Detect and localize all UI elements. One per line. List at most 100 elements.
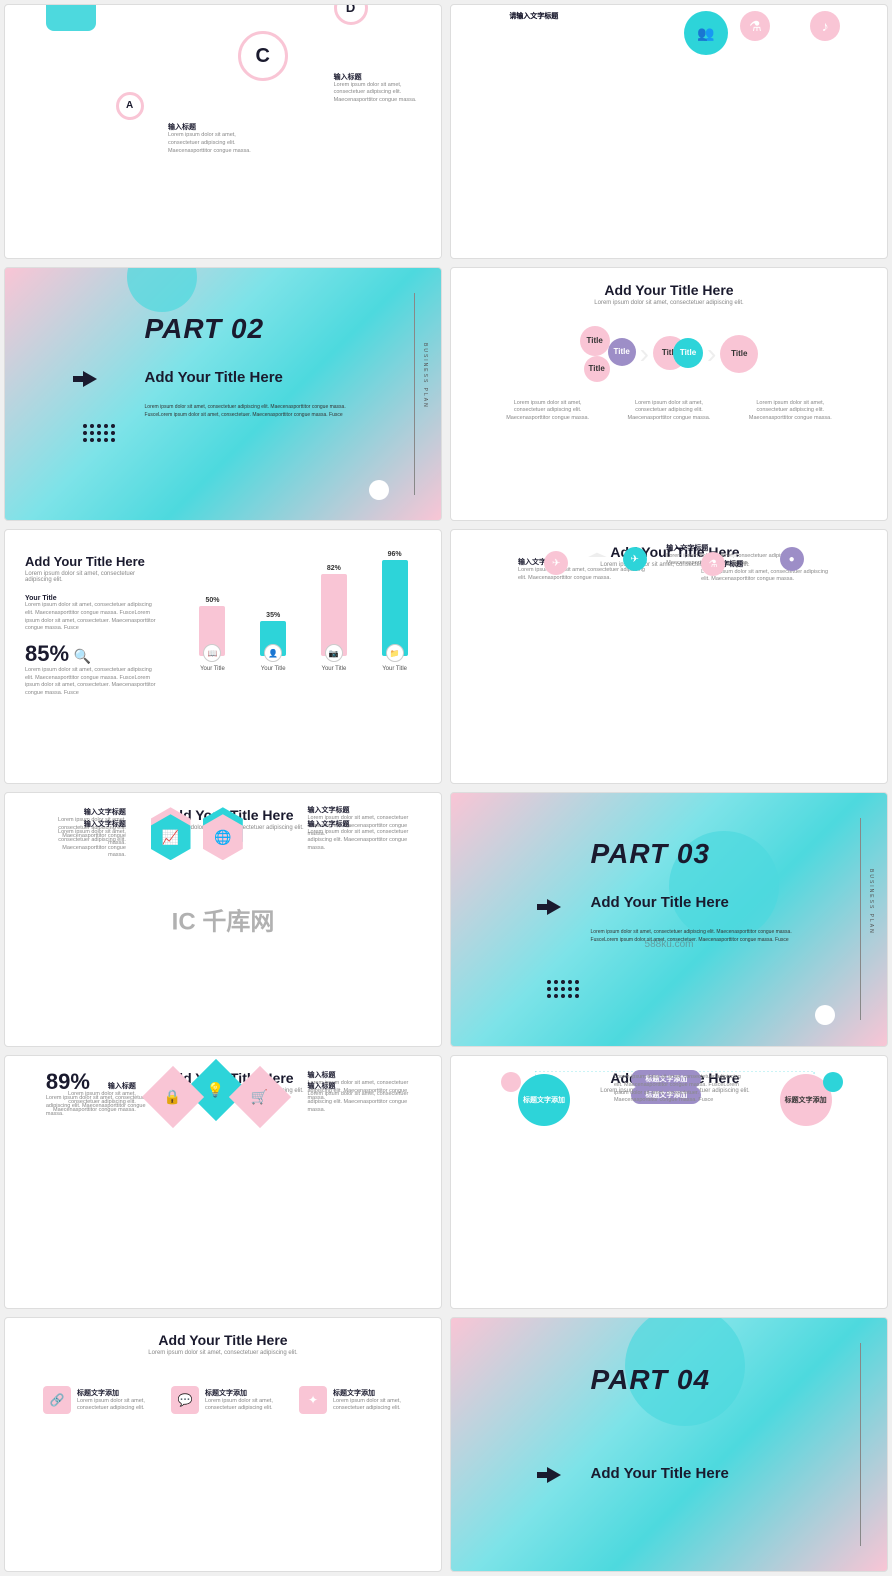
arrow-icon xyxy=(547,899,561,915)
s1-desc-a: Lorem ipsum dolor sit amet, consectetuer… xyxy=(168,132,258,155)
bar-pct: 35% xyxy=(266,612,280,619)
slide-2: 请输入文字标题 请输入文字标题 👥 ♪ ⚗ xyxy=(450,4,888,259)
slide-9: Add Your Title Here Lorem ipsum dolor si… xyxy=(4,1055,442,1310)
bar-label: Your Title xyxy=(261,666,286,672)
circle-c: C xyxy=(238,31,288,81)
s1-desc-d: Lorem ipsum dolor sit amet, consectetuer… xyxy=(334,82,424,105)
part03-desc: Lorem ipsum dolor sit amet, consectetuer… xyxy=(591,929,809,944)
chevron-icon: › xyxy=(707,338,716,370)
bar-icon: 📁 xyxy=(386,644,404,662)
ibox-desc: Lorem ipsum dolor sit amet, consectetuer… xyxy=(333,1398,403,1413)
s4-title: Add Your Title Here xyxy=(457,274,881,298)
bar-icon: 📷 xyxy=(325,644,343,662)
watermark: IC 千库网 xyxy=(172,902,275,937)
zigzag-node: ✈ xyxy=(623,547,647,571)
arrow-icon xyxy=(83,371,97,387)
slide-part04: PART 04 Add Your Title Here xyxy=(450,1317,888,1572)
circle-a: A xyxy=(116,92,144,120)
proc-5: Title xyxy=(673,338,703,368)
proc-3: Title xyxy=(584,356,610,382)
bubble-left: 标题文字添加 xyxy=(518,1074,570,1126)
arrow-icon xyxy=(547,1467,561,1483)
bar-icon: 👤 xyxy=(264,644,282,662)
s4-col1: Lorem ipsum dolor sit amet, consectetuer… xyxy=(503,400,593,423)
icon-square: 🔗 xyxy=(43,1386,71,1414)
s9-t1: 输入标题 xyxy=(307,1070,417,1080)
s4-sub: Lorem ipsum dolor sit amet, consectetuer… xyxy=(457,300,881,306)
proc-2: Title xyxy=(608,338,636,366)
vline xyxy=(414,293,415,495)
people-icon: 👥 xyxy=(684,11,728,55)
bar-icon: 📖 xyxy=(203,644,221,662)
ibox-title: 标题文字添加 xyxy=(205,1388,275,1398)
vline xyxy=(860,818,861,1020)
s7-t4: 输入文字标题 xyxy=(307,819,417,829)
s5-title: Add Your Title Here xyxy=(25,546,158,569)
slide-10: Add Your Title Here Lorem ipsum dolor si… xyxy=(450,1055,888,1310)
icon-box-row: 🔗 标题文字添加 Lorem ipsum dolor sit amet, con… xyxy=(11,1356,435,1414)
ibox-desc: Lorem ipsum dolor sit amet, consectetuer… xyxy=(205,1398,275,1413)
s7-t2: 输入文字标题 xyxy=(46,807,126,817)
s7-t3: 输入文字标题 xyxy=(46,819,126,829)
bar-pct: 50% xyxy=(205,597,219,604)
part04-title: Add Your Title Here xyxy=(591,1465,729,1482)
zigzag-node: ● xyxy=(780,547,804,571)
s5-desc2: Lorem ipsum dolor sit amet, consectetuer… xyxy=(25,667,158,698)
s1-title-d: 输入标题 xyxy=(334,72,424,82)
part03-num: PART 03 xyxy=(591,838,711,870)
s5-sub: Lorem ipsum dolor sit amet, consectetuer… xyxy=(25,571,158,583)
ibox-title: 标题文字添加 xyxy=(333,1388,403,1398)
speech-bubble xyxy=(46,4,96,31)
part02-desc: Lorem ipsum dolor sit amet, consectetuer… xyxy=(145,404,363,419)
music-icon: ♪ xyxy=(810,11,840,41)
proc-1: Title xyxy=(580,326,610,356)
s4-col3: Lorem ipsum dolor sit amet, consectetuer… xyxy=(745,400,835,423)
slide-7: Add Your Title Here Lorem ipsum dolor si… xyxy=(4,792,442,1047)
biz-label: BUSINESS PLAN xyxy=(868,869,874,935)
icon-box: 🔗 标题文字添加 Lorem ipsum dolor sit amet, con… xyxy=(43,1386,147,1414)
dots-icon xyxy=(547,980,579,998)
chevron-icon: › xyxy=(640,338,649,370)
part02-num: PART 02 xyxy=(145,313,265,345)
zigzag-node: ✈ xyxy=(544,551,568,575)
s6-d2: Lorem ipsum dolor sit amet, consectetuer… xyxy=(518,567,648,582)
s5-pct: 85% xyxy=(25,641,69,667)
bubble-small-l xyxy=(501,1072,521,1092)
s7-d4: Lorem ipsum dolor sit amet, consectetuer… xyxy=(307,829,417,852)
white-circle xyxy=(369,480,389,500)
bar-pct: 96% xyxy=(388,551,402,558)
s9-d3: Lorem ipsum dolor sit amet, consectetuer… xyxy=(307,1091,417,1114)
circle-d: D xyxy=(334,4,368,25)
ibox-title: 标题文字添加 xyxy=(77,1388,147,1398)
zigzag-line xyxy=(522,547,818,557)
slide-11: Add Your Title Here Lorem ipsum dolor si… xyxy=(4,1317,442,1572)
s5-desc1: Lorem ipsum dolor sit amet, consectetuer… xyxy=(25,602,158,633)
s7-d3: Lorem ipsum dolor sit amet, consectetuer… xyxy=(46,829,126,860)
bar-chart: 50% 📖 Your Title 35% 👤 Your Title 82% 📷 Yo… xyxy=(172,562,435,672)
bar-label: Your Title xyxy=(322,666,347,672)
slide-grid: A C D 输入标题 Lorem ipsum dolor sit amet, c… xyxy=(4,4,888,1572)
slide-6: Add Your Title Here Lorem ipsum dolor si… xyxy=(450,529,888,784)
s9-t3: 输入标题 xyxy=(307,1081,417,1091)
bar xyxy=(382,560,408,656)
slide-part03: PART 03 Add Your Title Here Lorem ipsum … xyxy=(450,792,888,1047)
bar-pct: 82% xyxy=(327,565,341,572)
magnify-icon: 🔍 xyxy=(74,648,91,664)
dots-icon xyxy=(83,424,115,442)
slide-4: Add Your Title Here Lorem ipsum dolor si… xyxy=(450,267,888,522)
ibox-desc: Lorem ipsum dolor sit amet, consectetuer… xyxy=(77,1398,147,1413)
part04-num: PART 04 xyxy=(591,1364,711,1396)
bar-label: Your Title xyxy=(382,666,407,672)
proc-6: Title xyxy=(720,335,758,373)
white-circle xyxy=(815,1005,835,1025)
bar-label: Your Title xyxy=(200,666,225,672)
icon-square: ✦ xyxy=(299,1386,327,1414)
s4-col2: Lorem ipsum dolor sit amet, consectetuer… xyxy=(624,400,714,423)
biz-label: BUSINESS PLAN xyxy=(422,343,428,409)
s1-title-a: 输入标题 xyxy=(168,122,258,132)
icon-box: ✦ 标题文字添加 Lorem ipsum dolor sit amet, con… xyxy=(299,1386,403,1414)
s2-title-2: 请输入文字标题 xyxy=(509,11,558,21)
s5-yt: Your Title xyxy=(25,595,158,602)
s9-t2: 输入标题 xyxy=(46,1081,136,1091)
vline xyxy=(860,1343,861,1545)
